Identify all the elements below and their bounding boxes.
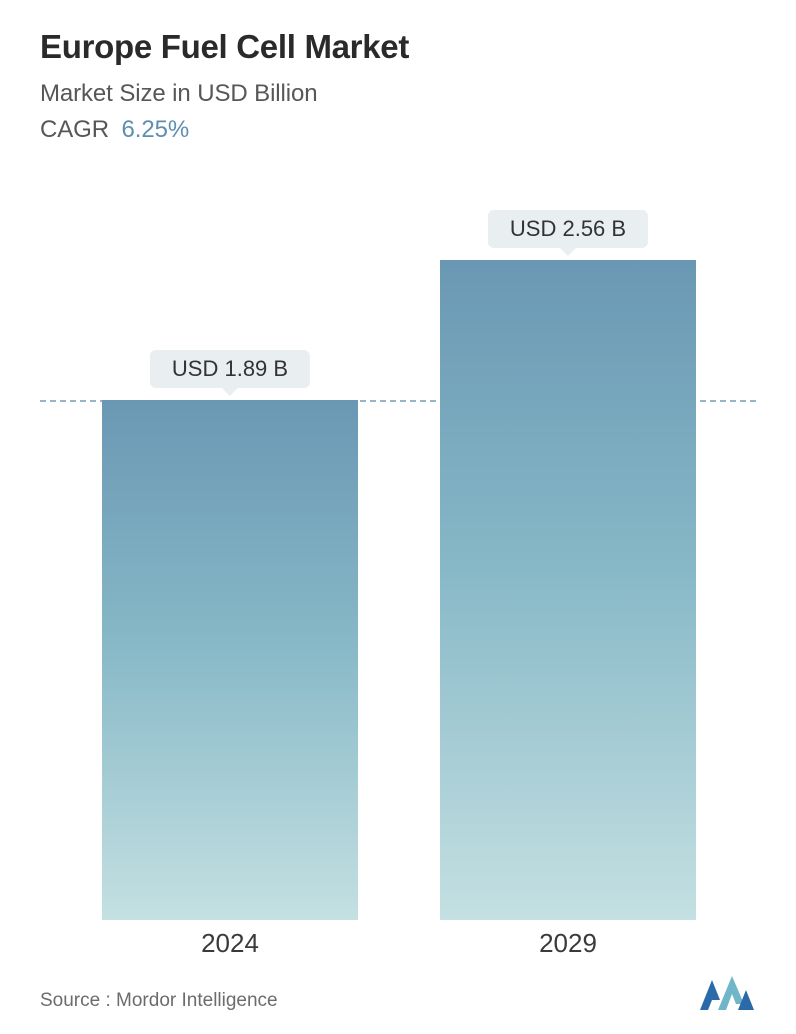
cagr-value: 6.25% [122,116,190,143]
chart-area: USD 1.89 B USD 2.56 B [40,200,756,920]
x-label-2024: 2024 [201,928,259,959]
mordor-logo-icon [698,974,756,1012]
brand-logo [698,974,756,1012]
source-text: Source : Mordor Intelligence [40,990,278,1012]
bar-value-label: USD 1.89 B [150,350,310,388]
x-axis-labels: 2024 2029 [40,928,756,968]
chart-title: Europe Fuel Cell Market [40,28,756,66]
bar-fill [440,260,696,920]
chart-subtitle: Market Size in USD Billion [40,80,756,108]
chart-container: Europe Fuel Cell Market Market Size in U… [0,0,796,1034]
cagr-line: CAGR 6.25% [40,116,756,144]
x-label-2029: 2029 [539,928,597,959]
bar-2024: USD 1.89 B [102,400,358,920]
bar-value-label: USD 2.56 B [488,210,648,248]
cagr-label: CAGR [40,116,109,143]
bar-2029: USD 2.56 B [440,260,696,920]
bar-fill [102,400,358,920]
footer: Source : Mordor Intelligence [40,974,756,1012]
